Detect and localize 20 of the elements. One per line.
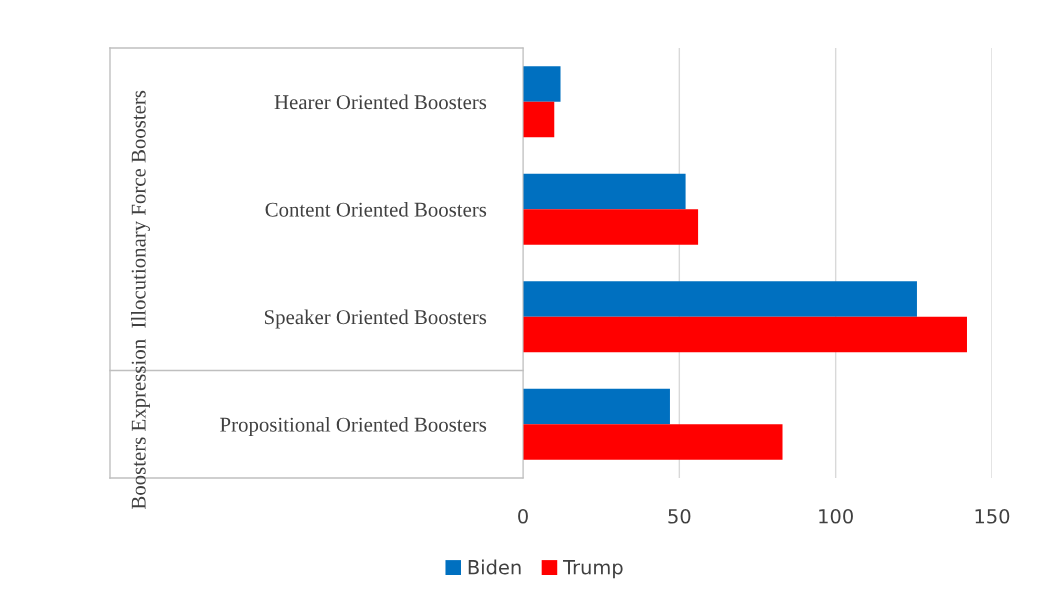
legend-label: Trump [563, 560, 623, 579]
y-tick-label: Propositional Oriented Boosters [220, 417, 487, 436]
bar [523, 424, 783, 460]
bar [523, 316, 967, 353]
bar [523, 281, 917, 317]
y-tick-label: Content Oriented Boosters [265, 202, 487, 217]
x-tick-label: 100 [819, 508, 853, 524]
bar [523, 66, 561, 102]
legend-label: Biden [468, 559, 521, 575]
bar [523, 173, 686, 210]
bar [523, 388, 670, 425]
y-tick-label: Speaker Oriented Boosters [264, 309, 487, 329]
x-tick-label: 150 [975, 508, 1010, 524]
y-tick-label: Hearer Oriented Boosters [274, 94, 487, 110]
x-tick-label: 0 [518, 508, 528, 524]
bar [523, 101, 555, 138]
bar [523, 209, 699, 245]
text: Boosters Expression [131, 339, 150, 510]
text: Illocutionary Force Boosters [131, 90, 150, 328]
x-tick-label: 50 [668, 508, 691, 524]
